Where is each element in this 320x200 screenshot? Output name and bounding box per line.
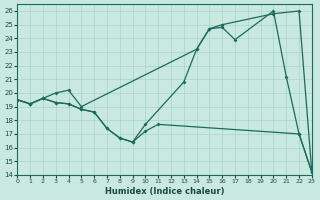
X-axis label: Humidex (Indice chaleur): Humidex (Indice chaleur) xyxy=(105,187,224,196)
